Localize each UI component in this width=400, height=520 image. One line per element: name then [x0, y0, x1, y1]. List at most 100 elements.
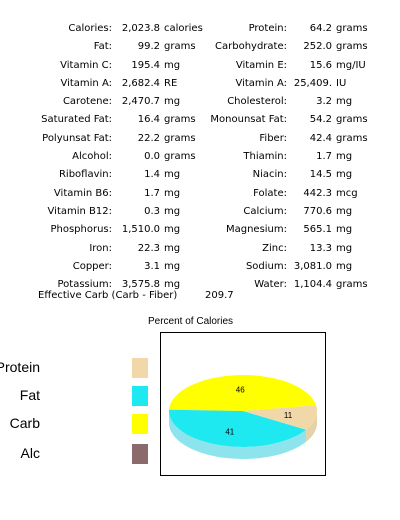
nutrition-row: Alcohol: 0.0 grams Thiamin: 1.7 mg: [0, 148, 400, 166]
nutrient-label: Sodium:: [245, 260, 287, 272]
pie-box: 46 41 11: [160, 332, 326, 476]
nutrient-unit: mg: [164, 205, 181, 217]
nutrient-unit: grams: [164, 114, 196, 126]
legend-swatch: [132, 386, 148, 406]
nutrient-value: 42.4: [309, 132, 332, 144]
nutrient-unit: mg: [164, 242, 181, 254]
legend-label: Carb: [9, 415, 40, 431]
nutrient-label: Calories:: [68, 23, 112, 34]
effective-carb-row: Effective Carb (Carb - Fiber) 209.7: [38, 290, 234, 301]
nutrient-label: Thiamin:: [243, 151, 287, 163]
nutrition-row: Fat: 99.2 grams Carbohydrate: 252.0 grams: [0, 38, 400, 56]
nutrient-label: Potassium:: [57, 279, 113, 291]
nutrient-value: 1.7: [316, 151, 332, 163]
nutrient-value: 22.2: [137, 132, 160, 144]
nutrient-label: Protein:: [248, 23, 287, 34]
nutrient-unit: calories: [164, 23, 203, 34]
nutrient-value: 22.3: [137, 242, 160, 254]
nutrient-unit: grams: [336, 23, 368, 34]
effective-carb-value: 209.7: [205, 290, 234, 301]
nutrient-unit: mg: [336, 224, 353, 236]
nutrient-value: 15.6: [309, 59, 332, 71]
nutrient-unit: mg: [164, 59, 181, 71]
nutrient-label: Polyunsat Fat:: [42, 132, 112, 144]
nutrient-label: Vitamin E:: [235, 59, 287, 71]
nutrient-label: Magnesium:: [225, 224, 287, 236]
nutrient-value: 2,023.8: [121, 23, 160, 34]
nutrient-unit: mg: [164, 260, 181, 272]
pie-svg: 46 41 11: [169, 374, 317, 460]
pie-data-label: 11: [284, 411, 293, 420]
pie-slice-fat: [169, 409, 307, 447]
nutrient-label: Cholesterol:: [227, 96, 287, 108]
legend-swatch: [132, 444, 148, 464]
nutrient-label: Alcohol:: [72, 151, 112, 163]
nutrition-row: Iron: 22.3 mg Zinc: 13.3 mg: [0, 240, 400, 258]
nutrition-row: Vitamin A: 2,682.4 RE Vitamin A: 25,409. IU: [0, 75, 400, 93]
nutrient-unit: mg: [336, 242, 353, 254]
nutrient-unit: grams: [336, 132, 368, 144]
nutrition-row: Phosphorus: 1,510.0 mg Magnesium: 565.1 mg: [0, 221, 400, 239]
nutrient-value: 1.4: [144, 169, 160, 181]
nutrient-value: 1,510.0: [121, 224, 160, 236]
legend-label: Fat: [19, 387, 40, 403]
nutrient-value: 14.5: [309, 169, 332, 181]
effective-carb-label: Effective Carb (Carb - Fiber): [38, 290, 178, 301]
nutrient-label: Vitamin B6:: [53, 187, 112, 199]
legend-label: Protein: [0, 359, 40, 375]
nutrient-value: 2,682.4: [121, 77, 160, 89]
nutrient-value: 442.3: [303, 187, 332, 199]
nutrient-label: Vitamin A:: [60, 77, 112, 89]
nutrient-label: Calcium:: [243, 205, 287, 217]
nutrition-row: Vitamin B12: 0.3 mg Calcium: 770.6 mg: [0, 203, 400, 221]
nutrition-row: Copper: 3.1 mg Sodium: 3,081.0 mg: [0, 258, 400, 276]
pie-slice-protein: [243, 405, 317, 430]
nutrient-value: 54.2: [309, 114, 332, 126]
nutrient-label: Vitamin A:: [235, 77, 287, 89]
nutrient-label: Riboflavin:: [58, 169, 112, 181]
nutrient-value: 252.0: [303, 41, 332, 53]
nutrient-value: 770.6: [303, 205, 332, 217]
nutrient-unit: mg: [336, 96, 353, 108]
nutrient-label: Saturated Fat:: [41, 114, 112, 126]
nutrient-label: Iron:: [89, 242, 112, 254]
nutrient-value: 195.4: [131, 59, 160, 71]
nutrient-value: 25,409.: [293, 77, 332, 89]
chart-title: Percent of Calories: [148, 316, 234, 327]
nutrient-unit: mg/IU: [336, 59, 366, 71]
nutrient-value: 3.1: [144, 260, 160, 272]
nutrition-row: Vitamin C: 195.4 mg Vitamin E: 15.6 mg/IU: [0, 57, 400, 75]
nutrient-label: Monounsat Fat:: [210, 114, 287, 126]
calories-pie-chart: Percent of Calories Protein Fat Carb Alc 46…: [0, 310, 400, 480]
nutrient-label: Copper:: [72, 260, 112, 272]
nutrient-label: Vitamin B12:: [47, 205, 112, 217]
nutrient-value: 64.2: [309, 23, 332, 34]
nutrient-label: Folate:: [253, 187, 287, 199]
nutrition-row: Carotene: 2,470.7 mg Cholesterol: 3.2 mg: [0, 93, 400, 111]
nutrition-row: Calories: 2,023.8 calories Protein: 64.2 gram…: [0, 20, 400, 38]
nutrient-value: 0.3: [144, 205, 160, 217]
nutrient-unit: mg: [336, 260, 353, 272]
nutrient-unit: mg: [164, 224, 181, 236]
nutrient-label: Zinc:: [262, 242, 287, 254]
nutrient-unit: grams: [164, 151, 196, 163]
nutrition-table: Calories: 2,023.8 calories Protein: 64.2 gram…: [0, 20, 400, 294]
nutrient-value: 0.0: [144, 151, 160, 163]
nutrient-value: 16.4: [137, 114, 160, 126]
nutrient-unit: mcg: [336, 187, 358, 199]
nutrient-unit: mg: [164, 279, 181, 291]
nutrient-unit: grams: [336, 114, 368, 126]
nutrient-value: 3,575.8: [121, 279, 160, 291]
nutrient-unit: grams: [164, 132, 196, 144]
nutrition-row: Potassium: 3,575.8 mg Water: 1,104.4 grams: [0, 276, 400, 294]
nutrient-value: 1.7: [144, 187, 160, 199]
nutrient-value: 3,081.0: [293, 260, 332, 272]
nutrient-label: Fat:: [93, 41, 112, 53]
nutrient-label: Phosphorus:: [50, 224, 112, 236]
nutrient-unit: mg: [336, 205, 353, 217]
nutrient-unit: mg: [336, 169, 353, 181]
nutrition-row: Polyunsat Fat: 22.2 grams Fiber: 42.4 grams: [0, 130, 400, 148]
nutrition-row: Riboflavin: 1.4 mg Niacin: 14.5 mg: [0, 166, 400, 184]
nutrient-value: 565.1: [303, 224, 332, 236]
nutrient-value: 99.2: [137, 41, 160, 53]
